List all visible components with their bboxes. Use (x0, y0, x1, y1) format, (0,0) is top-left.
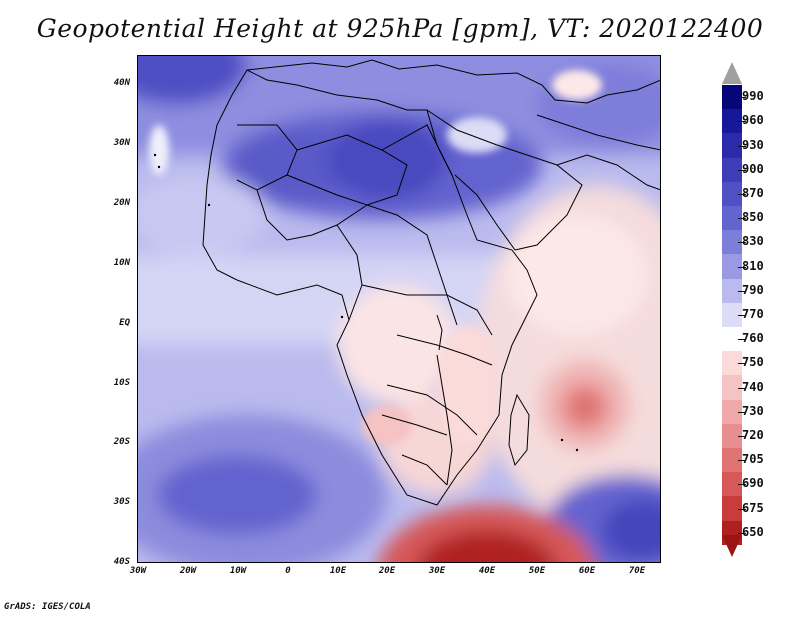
lat-tick-10s: 10S (113, 378, 130, 388)
colorbar-tick (738, 411, 746, 413)
colorbar-swatch (722, 448, 742, 473)
colorbar-swatch (722, 133, 742, 158)
lat-tick-10n: 10N (113, 258, 130, 268)
lon-tick-30e: 30E (428, 566, 446, 576)
lon-tick-0: 0 (285, 566, 291, 576)
colorbar (722, 85, 742, 545)
colorbar-label: 690 (742, 476, 764, 491)
colorbar-label: 705 (742, 452, 764, 467)
colorbar-swatch (722, 399, 742, 424)
colorbar-label: 960 (742, 113, 764, 128)
lon-tick-30w: 30W (129, 566, 147, 576)
colorbar-swatch (722, 351, 742, 376)
colorbar-label: 810 (742, 258, 764, 273)
colorbar-label: 675 (742, 500, 764, 515)
small-islands (153, 153, 579, 452)
colorbar-label: 750 (742, 355, 764, 370)
colorbar-swatch (722, 254, 742, 279)
map-plot (137, 55, 661, 563)
colorbar-tick (738, 266, 746, 268)
colorbar-label: 650 (742, 524, 764, 539)
lon-tick-50e: 50E (528, 566, 546, 576)
colorbar-swatch (722, 85, 742, 110)
colorbar-label: 900 (742, 161, 764, 176)
colorbar-swatch (722, 109, 742, 134)
colorbar-tick (738, 169, 746, 171)
colorbar-label: 850 (742, 210, 764, 225)
colorbar-swatch (722, 302, 742, 327)
lat-tick-20s: 20S (113, 437, 130, 447)
colorbar-label: 760 (742, 331, 764, 346)
colorbar-swatch (722, 230, 742, 255)
colorbar-tick (738, 532, 746, 534)
map-panel[interactable] (137, 55, 661, 563)
colorbar-swatch (722, 375, 742, 400)
colorbar-tick (738, 218, 746, 220)
lat-tick-30s: 30S (113, 497, 130, 507)
colorbar-swatch (722, 278, 742, 303)
colorbar-tick (738, 121, 746, 123)
coastlines (202, 59, 661, 506)
colorbar-label: 740 (742, 379, 764, 394)
colorbar-label: 790 (742, 282, 764, 297)
lon-tick-60e: 60E (578, 566, 596, 576)
lat-tick-eq: EQ (119, 318, 130, 328)
colorbar-label: 870 (742, 185, 764, 200)
colorbar-tick (738, 484, 746, 486)
colorbar-tick (738, 97, 746, 99)
colorbar-tick (738, 314, 746, 316)
lon-tick-10e: 10E (329, 566, 347, 576)
colorbar-over-triangle (722, 62, 742, 84)
colorbar-tick (738, 339, 746, 341)
lat-tick-40n: 40N (113, 78, 130, 88)
colorbar-tick (738, 145, 746, 147)
lon-tick-20w: 20W (179, 566, 197, 576)
lat-tick-20n: 20N (113, 198, 130, 208)
chart-title: Geopotential Height at 925hPa [gpm], VT:… (36, 14, 764, 43)
colorbar-swatch (722, 157, 742, 182)
colorbar-tick (738, 460, 746, 462)
field-detail (149, 70, 602, 445)
lon-tick-70e: 70E (628, 566, 646, 576)
lon-tick-10w: 10W (229, 566, 247, 576)
colorbar-tick (738, 193, 746, 195)
map-frame (137, 55, 661, 563)
colorbar-label: 770 (742, 306, 764, 321)
colorbar-label: 990 (742, 89, 764, 104)
lat-tick-30n: 30N (113, 138, 130, 148)
colorbar-under-triangle (722, 535, 742, 557)
lat-tick-40s: 40S (113, 557, 130, 567)
colorbar-label: 720 (742, 427, 764, 442)
colorbar-tick (738, 242, 746, 244)
colorbar-swatch (722, 472, 742, 497)
colorbar-label: 730 (742, 403, 764, 418)
colorbar-label: 930 (742, 137, 764, 152)
colorbar-tick (738, 290, 746, 292)
lon-tick-20e: 20E (378, 566, 396, 576)
lon-tick-40e: 40E (478, 566, 496, 576)
colorbar-swatch (722, 206, 742, 231)
colorbar-swatch (722, 327, 742, 352)
colorbar-swatch (722, 181, 742, 206)
colorbar-tick (738, 508, 746, 510)
colorbar-swatch (722, 496, 742, 521)
colorbar-tick (738, 435, 746, 437)
footer-credit: GrADS: IGES/COLA (4, 602, 91, 612)
colorbar-swatch (722, 423, 742, 448)
colorbar-tick (738, 387, 746, 389)
colorbar-tick (738, 363, 746, 365)
colorbar-label: 830 (742, 234, 764, 249)
